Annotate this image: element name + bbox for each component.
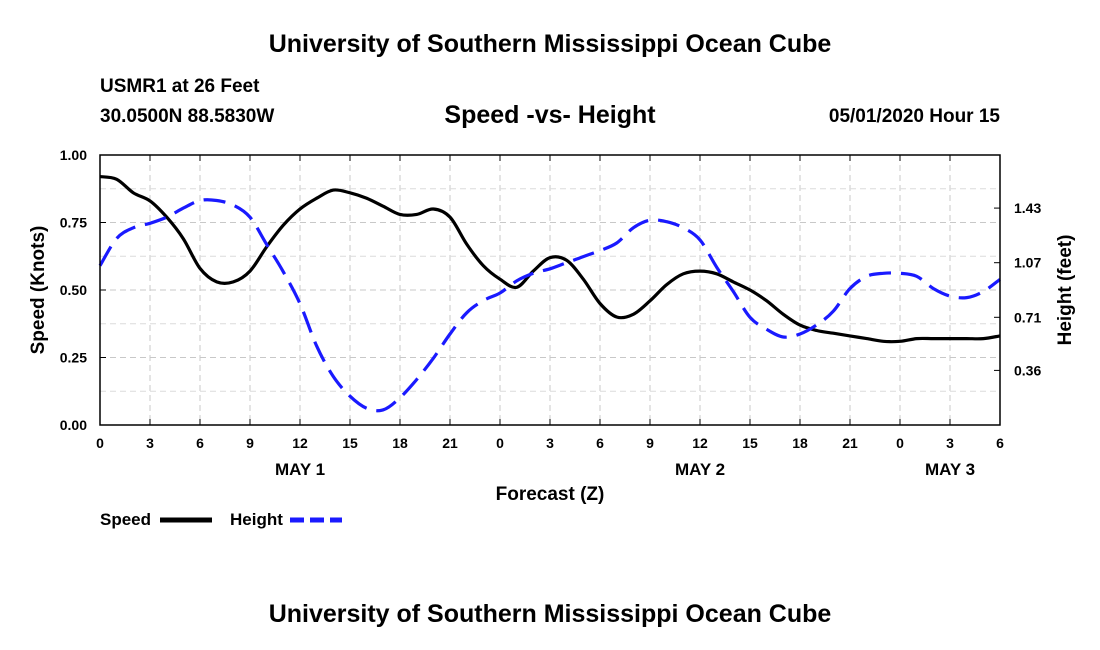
day-label: MAY 3	[925, 460, 975, 479]
y-tick-label: 0.75	[60, 215, 87, 231]
x-tick-label: 0	[496, 435, 504, 451]
timestamp-label: 05/01/2020 Hour 15	[828, 106, 1000, 127]
series-line-speed	[99, 175, 1001, 344]
x-tick-label: 21	[442, 435, 458, 451]
x-axis-title: Forecast (Z)	[496, 484, 605, 505]
day-label: MAY 2	[675, 460, 725, 479]
x-tick-label: 18	[392, 435, 408, 451]
grid-layer	[100, 155, 1000, 425]
x-tick-label: 21	[842, 435, 858, 451]
legend-speed-label: Speed	[100, 510, 151, 529]
x-tick-label: 0	[96, 435, 104, 451]
x-tick-label: 9	[646, 435, 654, 451]
x-tick-label: 3	[146, 435, 154, 451]
x-tick-label: 12	[292, 435, 308, 451]
y2-tick-label: 0.36	[1014, 362, 1041, 378]
series-layer	[98, 175, 1001, 413]
y2-tick-label: 0.71	[1014, 309, 1041, 325]
legend-height-label: Height	[230, 510, 283, 529]
chart-subtitle: Speed -vs- Height	[444, 101, 656, 129]
x-tick-label: 12	[692, 435, 708, 451]
series-line-height	[98, 198, 1001, 413]
y2-tick-label: 1.43	[1014, 200, 1041, 216]
x-tick-label: 9	[246, 435, 254, 451]
x-tick-label: 3	[546, 435, 554, 451]
x-tick-label: 15	[742, 435, 758, 451]
y-tick-label: 0.00	[60, 417, 87, 433]
y-tick-label: 1.00	[60, 147, 87, 163]
y-tick-label: 0.25	[60, 350, 87, 366]
legend: Speed Height	[100, 510, 342, 529]
x-tick-label: 0	[896, 435, 904, 451]
y2-axis-title: Height (feet)	[1055, 235, 1076, 346]
y2-tick-label: 1.07	[1014, 255, 1041, 271]
x-tick-label: 6	[596, 435, 604, 451]
coordinates-label: 30.0500N 88.5830W	[100, 106, 275, 127]
footer-title: University of Southern Mississippi Ocean…	[268, 600, 832, 628]
x-tick-label: 6	[996, 435, 1004, 451]
day-label: MAY 1	[275, 460, 325, 479]
x-tick-label: 3	[946, 435, 954, 451]
x-tick-label: 18	[792, 435, 808, 451]
page-title: University of Southern Mississippi Ocean…	[268, 30, 832, 58]
station-label: USMR1 at 26 Feet	[100, 76, 260, 97]
y-tick-label: 0.50	[60, 282, 87, 298]
x-tick-label: 15	[342, 435, 358, 451]
y-axis-title: Speed (Knots)	[28, 226, 49, 355]
axes-layer: 0 3 6 9 12 15 18 21 0 3 6 9 12 15 18 21 0 3 6 MAY 1 MAY 2 MAY…	[60, 147, 1042, 479]
x-tick-label: 6	[196, 435, 204, 451]
